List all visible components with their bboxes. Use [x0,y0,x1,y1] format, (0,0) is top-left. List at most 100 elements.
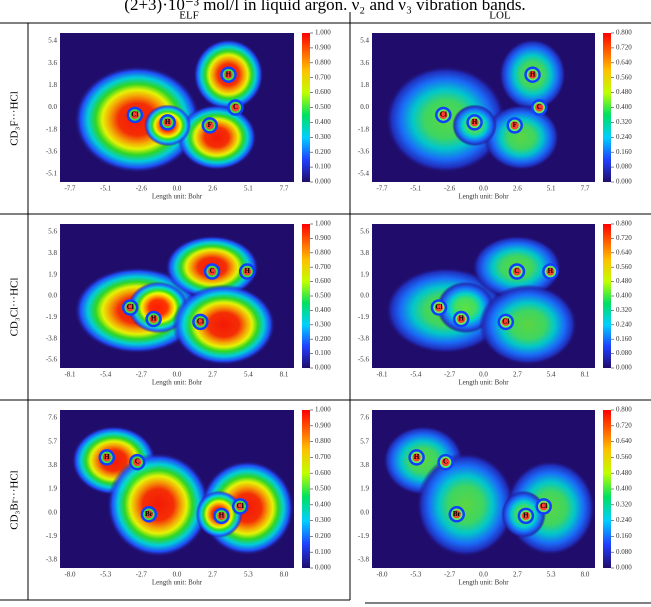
y-tick-label: 7.6 [48,414,57,422]
atom-label: Cl [435,303,442,311]
y-tick-label: 5.4 [360,37,369,45]
y-tick-label: 5.6 [360,228,369,236]
column-header: LOL [489,10,511,22]
colorbar-label: 0.700 [315,453,331,461]
document: (2+3)·10⁻³ mol/l in liquid argon. ν₂ and… [0,0,651,607]
x-tick-label: -2.7 [444,571,456,579]
atom-label: H [226,70,232,78]
colorbar-label: 0.600 [315,469,331,477]
x-tick-label: -8.1 [64,371,76,379]
column-header: ELF [179,10,199,22]
x-tick-label: -2.6 [444,185,456,193]
atom-label: Cl [127,303,134,311]
x-tick-label: 5.4 [547,371,556,379]
colorbar-label: 0.240 [616,133,632,141]
colorbar-label: 0.800 [616,29,632,37]
colorbar-label: 0.560 [616,453,632,461]
colorbar-label: 0.600 [315,88,331,96]
atom-label: Br [145,510,153,518]
colorbar-label: 0.000 [616,178,632,186]
colorbar-label: 0.500 [315,485,331,493]
y-tick-label: 3.8 [360,461,369,469]
colorbar-label: 0.800 [616,406,632,414]
x-tick-label: 2.7 [208,371,217,379]
atom-label: Cl [440,111,447,119]
x-tick-label: -5.3 [100,571,112,579]
colorbar-label: 0.000 [616,564,632,572]
colorbar-label: 0.480 [616,277,632,285]
colorbar-label: 0.160 [616,335,632,343]
x-tick-label: 2.6 [208,185,217,193]
row-header: CD₃Cl···HCl [9,278,21,337]
x-axis-label: Length unit: Bohr [458,193,509,201]
colorbar-label: 0.200 [315,532,331,540]
colorbar-label: 0.100 [315,349,331,357]
density-blob [177,105,257,171]
colorbar-label: 0.400 [616,103,632,111]
x-tick-label: -7.7 [376,185,388,193]
x-tick-label: 8.1 [280,371,289,379]
atom-label: C [135,458,140,466]
y-tick-label: -5.6 [358,356,370,364]
x-tick-label: 5.4 [244,371,253,379]
y-tick-label: 3.8 [48,461,57,469]
x-tick-label: 2.6 [513,185,522,193]
atom-label: H [458,315,464,323]
y-tick-label: -1.8 [358,125,370,133]
colorbar-label: 0.300 [315,133,331,141]
y-tick-label: 0.0 [48,292,57,300]
colorbar-label: 0.600 [315,277,331,285]
x-axis-label: Length unit: Bohr [458,579,509,587]
atom-label: C [210,267,215,275]
colorbar-label: 0.080 [616,163,632,171]
colorbar-label: 0.080 [616,349,632,357]
colorbar-label: 0.400 [616,292,632,300]
colorbar-label: 0.800 [315,437,331,445]
density-blob [172,284,275,365]
y-tick-label: 7.6 [360,414,369,422]
colorbar-label: 0.400 [315,500,331,508]
colorbar-label: 0.640 [616,437,632,445]
row-header: CD₃F···HCl [9,91,21,146]
colorbar-label: 0.500 [315,103,331,111]
x-tick-label: -5.4 [410,371,422,379]
y-tick-label: -3.8 [358,334,370,342]
y-tick-label: 3.6 [48,59,57,67]
colorbar-label: 0.640 [616,248,632,256]
colorbar-label: 0.900 [315,234,331,242]
contour-plot: ClHCHCl5.63.81.90.0-1.9-3.8-5.6-8.1-5.4-… [358,220,632,387]
colorbar-label: 0.160 [616,148,632,156]
atom-label: H [104,453,110,461]
x-tick-label: -5.4 [100,371,112,379]
x-tick-label: 0.0 [173,185,182,193]
colorbar-label: 0.320 [616,500,632,508]
colorbar-label: 1.000 [315,406,331,414]
colorbar-label: 0.240 [616,516,632,524]
x-tick-label: 8.0 [581,571,590,579]
y-tick-label: -3.8 [358,556,370,564]
atom-label: C [514,267,519,275]
colorbar [302,33,310,182]
colorbar-label: 0.560 [616,73,632,81]
atom-label: Cl [540,502,547,510]
x-tick-label: 5.3 [244,571,253,579]
colorbar [603,224,611,368]
y-tick-label: 0.0 [48,508,57,516]
colorbar-label: 0.240 [616,320,632,328]
y-tick-label: -1.8 [46,125,58,133]
y-tick-label: 1.9 [48,270,57,278]
colorbar-label: 0.300 [315,516,331,524]
x-tick-label: -2.7 [136,371,148,379]
x-tick-label: 0.0 [173,571,182,579]
y-tick-label: 3.8 [360,249,369,257]
atom-label: H [472,118,478,126]
density-blob [483,105,559,171]
x-tick-label: 0.0 [479,185,488,193]
colorbar-label: 0.640 [616,58,632,66]
x-tick-label: 0.0 [479,371,488,379]
colorbar-label: 0.400 [315,306,331,314]
contour-plot: HCBrHCl7.65.73.81.90.0-1.9-3.8-8.0-5.3-2… [358,406,632,587]
y-tick-label: -3.6 [46,147,58,155]
colorbar-label: 0.480 [616,88,632,96]
